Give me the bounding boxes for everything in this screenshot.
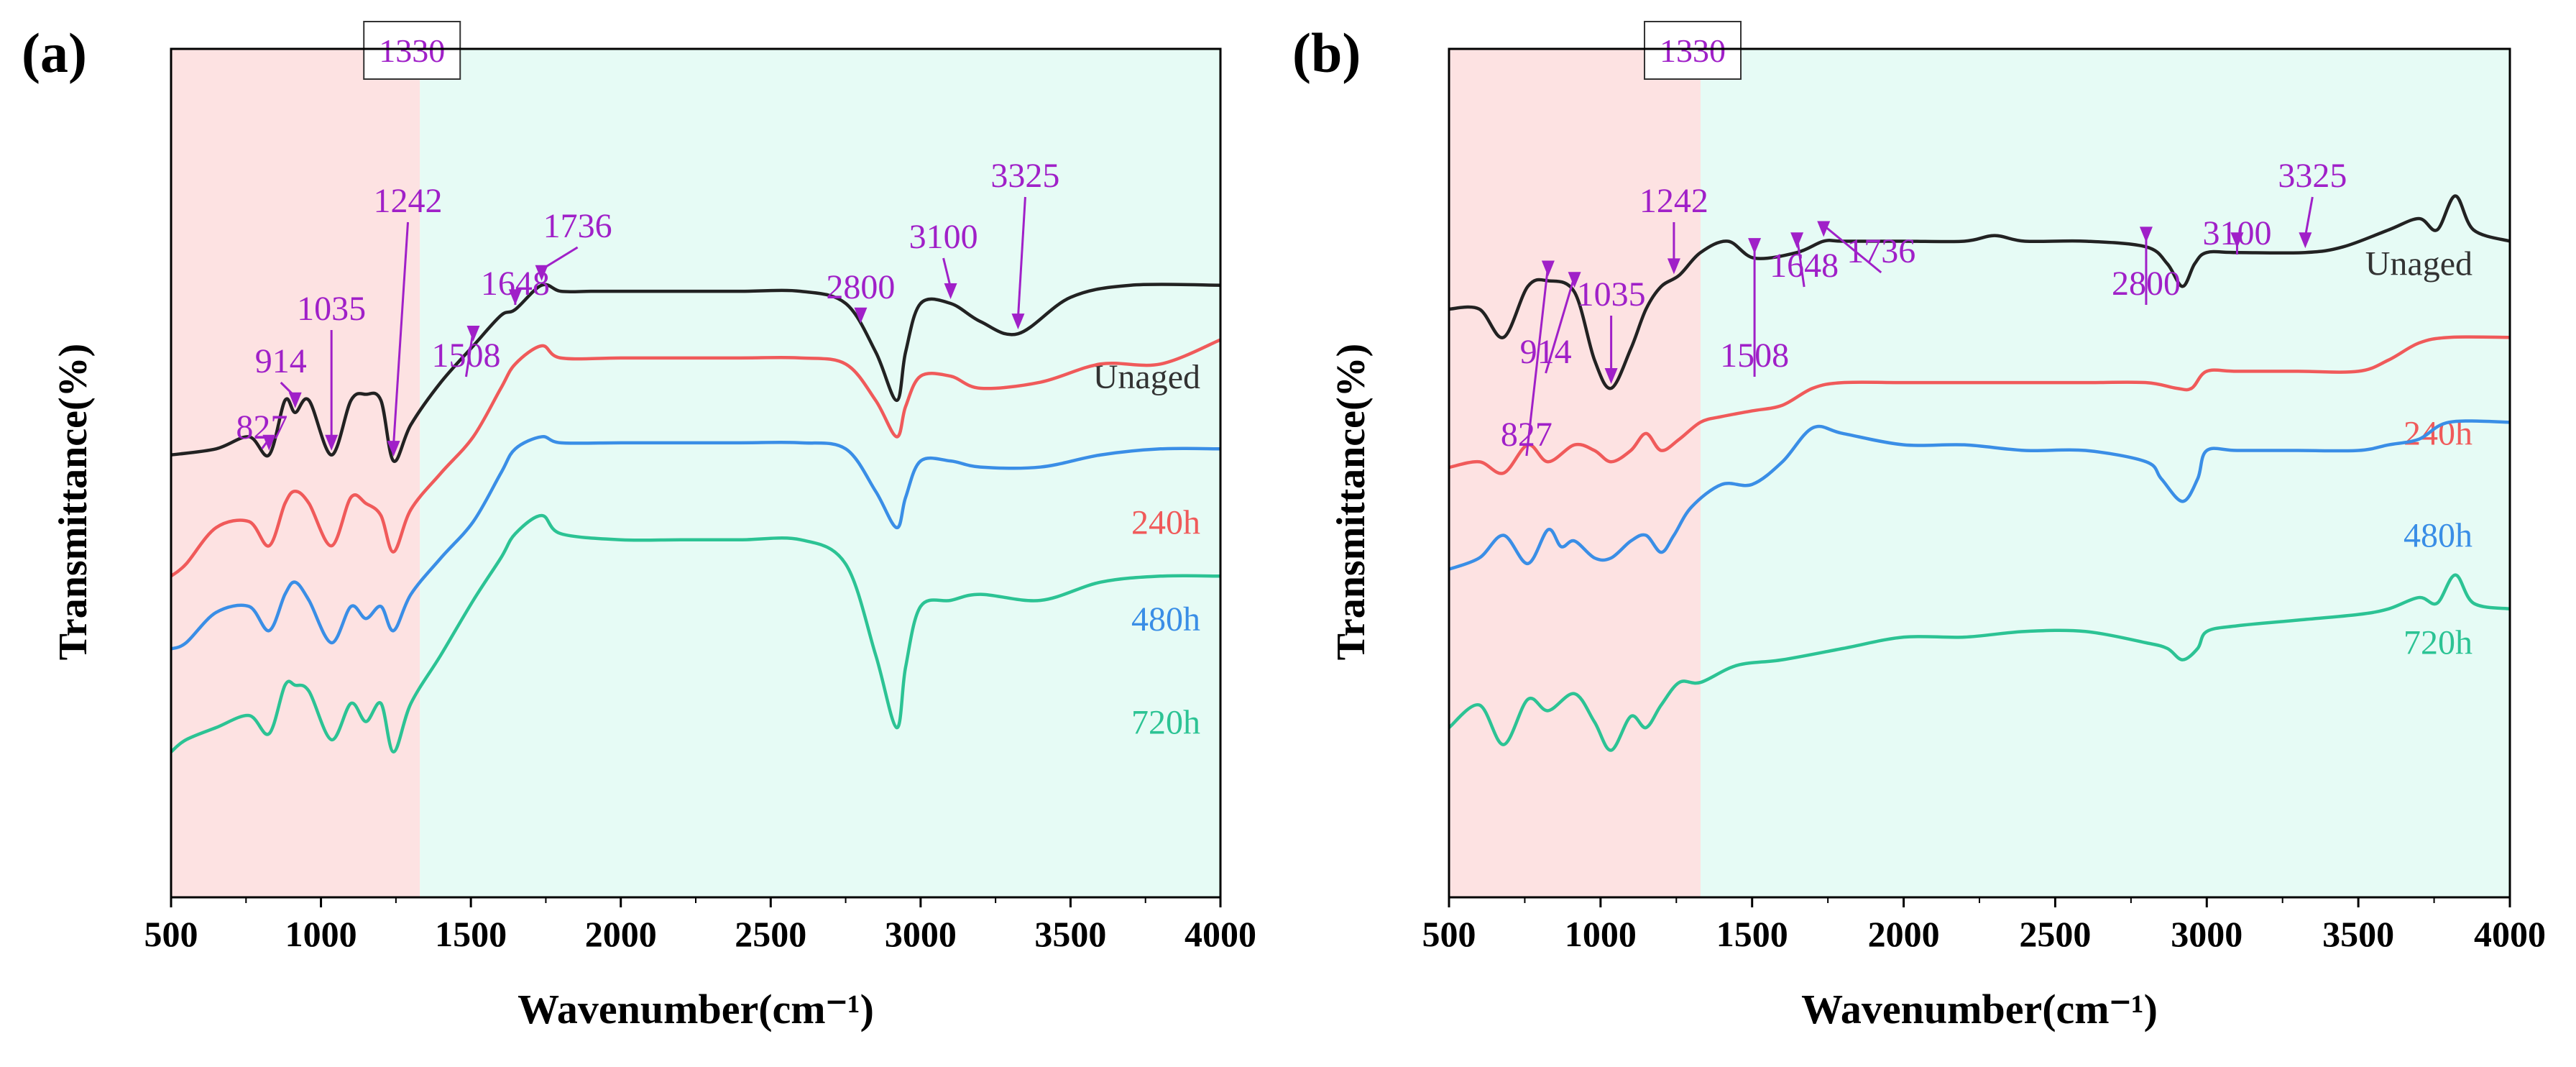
panel-label: (b) xyxy=(1292,22,1361,84)
x-tick-label: 2500 xyxy=(735,914,806,954)
divider-label: 1330 xyxy=(379,32,445,69)
series-line-unaged xyxy=(1448,194,2511,390)
divider-label-box xyxy=(363,21,461,80)
peak-label-3325: 3325 xyxy=(2278,157,2347,195)
chart-panel-a: 1330Unaged240h480h720h827914103512421508… xyxy=(22,21,1256,1032)
y-axis-title: Transmittance(%) xyxy=(1329,344,1374,661)
series-line-720h xyxy=(1448,573,2511,752)
series-line-480h xyxy=(170,435,1221,651)
peak-arrow-3325 xyxy=(1016,196,1026,319)
x-tick-label: 2000 xyxy=(585,914,657,954)
x-axis-title: Wavenumber(cm⁻¹) xyxy=(1801,986,2158,1032)
peak-arrowhead-1648 xyxy=(1790,232,1804,249)
peak-arrow-3100 xyxy=(942,257,952,288)
peak-arrowhead-1508 xyxy=(466,326,480,342)
peak-label-3100: 3100 xyxy=(2202,214,2271,252)
peak-label-2800: 2800 xyxy=(826,268,895,306)
x-tick-label: 3500 xyxy=(1034,914,1106,954)
x-tick-label: 1500 xyxy=(1716,914,1788,954)
divider-label-box xyxy=(1644,21,1742,80)
peak-label-1736: 1736 xyxy=(1846,232,1915,270)
peak-arrowhead-1242 xyxy=(1667,258,1680,275)
peak-arrowhead-1736 xyxy=(1817,221,1831,237)
peak-arrowhead-2800 xyxy=(2139,226,2153,243)
peak-label-1242: 1242 xyxy=(374,182,443,220)
low-wavenumber-region xyxy=(171,49,420,897)
panel-label: (a) xyxy=(22,22,87,84)
peak-label-827: 827 xyxy=(1501,416,1552,454)
series-line-240h xyxy=(1448,335,2511,475)
peak-label-914: 914 xyxy=(255,342,307,380)
series-line-720h xyxy=(170,513,1221,754)
peak-arrowhead-1242 xyxy=(387,441,400,457)
x-tick-label: 3000 xyxy=(2171,914,2242,954)
x-tick-label: 4000 xyxy=(1184,914,1256,954)
peak-arrow-914 xyxy=(1545,275,1576,374)
x-tick-label: 1000 xyxy=(285,914,357,954)
series-label-720h: 720h xyxy=(2404,624,2472,662)
x-tick-label: 2500 xyxy=(2019,914,2091,954)
peak-arrowhead-2800 xyxy=(854,307,868,324)
x-tick-label: 3500 xyxy=(2322,914,2394,954)
peak-arrow-1736 xyxy=(1823,224,1882,274)
peak-label-3100: 3100 xyxy=(909,218,978,256)
peak-arrowhead-1648 xyxy=(508,289,522,306)
series-line-480h xyxy=(1448,419,2511,571)
peak-label-827: 827 xyxy=(236,408,288,447)
peak-arrow-827 xyxy=(1525,265,1550,457)
series-label-480h: 480h xyxy=(2404,516,2472,554)
x-tick-label: 1500 xyxy=(435,914,507,954)
series-label-720h: 720h xyxy=(1131,703,1200,741)
peak-label-2800: 2800 xyxy=(2112,265,2181,303)
peak-label-1736: 1736 xyxy=(543,207,612,245)
peak-arrowhead-3100 xyxy=(2230,232,2244,249)
series-label-240h: 240h xyxy=(1131,503,1200,541)
peak-label-1508: 1508 xyxy=(1720,336,1789,375)
peak-arrow-1242 xyxy=(392,221,410,446)
peak-label-1035: 1035 xyxy=(1577,275,1646,313)
x-tick-label: 2000 xyxy=(1868,914,1940,954)
peak-arrowhead-914 xyxy=(1568,272,1581,288)
series-label-unaged: Unaged xyxy=(2365,245,2472,283)
peak-label-914: 914 xyxy=(1520,333,1572,371)
x-tick-label: 500 xyxy=(144,914,198,954)
peak-arrowhead-827 xyxy=(1541,260,1555,277)
peak-arrowhead-1035 xyxy=(1604,368,1618,384)
high-wavenumber-region xyxy=(420,49,1221,897)
chart-panel-b: 1330Unaged240h480h720h827914103512421508… xyxy=(1292,21,2546,1032)
series-line-unaged xyxy=(170,283,1221,463)
series-line-240h xyxy=(170,338,1221,578)
peak-arrow-3325 xyxy=(2304,196,2314,237)
peak-arrowhead-1736 xyxy=(535,265,548,281)
peak-label-1508: 1508 xyxy=(431,336,500,375)
peak-label-1648: 1648 xyxy=(1770,247,1839,285)
high-wavenumber-region xyxy=(1701,49,2510,897)
peak-arrowhead-3325 xyxy=(1011,313,1025,330)
peak-arrowhead-1508 xyxy=(1748,238,1762,255)
peak-arrowhead-1035 xyxy=(325,434,339,451)
peak-arrowhead-3100 xyxy=(944,283,957,299)
peak-label-1035: 1035 xyxy=(297,290,366,328)
peak-label-1242: 1242 xyxy=(1639,182,1708,220)
peak-label-3325: 3325 xyxy=(990,157,1059,195)
peak-arrowhead-3325 xyxy=(2299,232,2312,249)
peak-arrowhead-827 xyxy=(262,434,276,451)
y-axis-title: Transmittance(%) xyxy=(51,344,96,661)
x-tick-label: 500 xyxy=(1422,914,1476,954)
low-wavenumber-region xyxy=(1449,49,1701,897)
x-tick-label: 4000 xyxy=(2474,914,2546,954)
peak-arrowhead-914 xyxy=(288,392,302,408)
x-axis-title: Wavenumber(cm⁻¹) xyxy=(518,986,874,1032)
series-label-480h: 480h xyxy=(1131,600,1200,638)
x-tick-label: 3000 xyxy=(885,914,957,954)
divider-label: 1330 xyxy=(1660,32,1726,69)
x-tick-label: 1000 xyxy=(1565,914,1637,954)
